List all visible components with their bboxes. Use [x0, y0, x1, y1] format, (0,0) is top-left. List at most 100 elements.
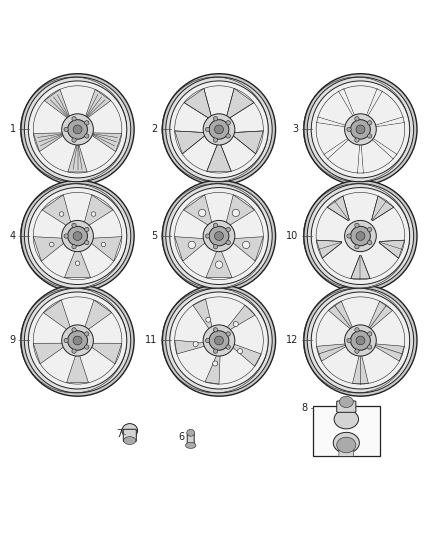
Text: 12: 12	[286, 335, 299, 345]
Ellipse shape	[213, 138, 218, 142]
Ellipse shape	[85, 227, 89, 232]
Ellipse shape	[28, 188, 127, 285]
Polygon shape	[43, 300, 71, 330]
Ellipse shape	[213, 223, 218, 228]
FancyBboxPatch shape	[337, 401, 356, 413]
Ellipse shape	[49, 242, 54, 247]
Ellipse shape	[170, 292, 268, 389]
Polygon shape	[358, 143, 363, 173]
Polygon shape	[193, 299, 212, 329]
Polygon shape	[175, 131, 207, 154]
Ellipse shape	[67, 119, 88, 139]
Ellipse shape	[205, 234, 210, 238]
Ellipse shape	[347, 338, 351, 343]
Ellipse shape	[62, 114, 93, 145]
Polygon shape	[226, 88, 254, 119]
Text: 9: 9	[10, 335, 16, 345]
Ellipse shape	[28, 81, 127, 178]
Ellipse shape	[215, 336, 223, 345]
Text: 8: 8	[301, 403, 307, 414]
Polygon shape	[175, 237, 206, 261]
Ellipse shape	[187, 429, 194, 436]
Ellipse shape	[226, 227, 230, 232]
Text: 3: 3	[293, 124, 299, 134]
Polygon shape	[85, 300, 112, 330]
Ellipse shape	[307, 184, 413, 288]
Ellipse shape	[355, 138, 359, 142]
Ellipse shape	[162, 74, 276, 185]
Text: 2: 2	[151, 124, 157, 134]
Ellipse shape	[215, 261, 223, 268]
Ellipse shape	[356, 125, 365, 134]
Ellipse shape	[367, 332, 372, 336]
Polygon shape	[232, 344, 261, 366]
Ellipse shape	[122, 424, 138, 438]
Polygon shape	[90, 343, 122, 364]
Text: 6: 6	[179, 432, 185, 442]
Ellipse shape	[21, 285, 134, 396]
Ellipse shape	[226, 134, 230, 138]
Ellipse shape	[85, 345, 89, 349]
Ellipse shape	[243, 241, 250, 248]
Ellipse shape	[213, 349, 218, 353]
Ellipse shape	[62, 325, 93, 356]
Polygon shape	[317, 117, 347, 127]
Ellipse shape	[367, 345, 372, 349]
Polygon shape	[379, 240, 405, 259]
Ellipse shape	[345, 114, 376, 145]
Ellipse shape	[226, 332, 230, 336]
Ellipse shape	[75, 261, 80, 265]
Ellipse shape	[215, 232, 223, 240]
Ellipse shape	[91, 212, 96, 216]
Text: 10: 10	[286, 231, 299, 241]
Polygon shape	[227, 305, 255, 330]
Ellipse shape	[347, 127, 351, 132]
Ellipse shape	[356, 336, 365, 345]
Ellipse shape	[72, 349, 76, 353]
Ellipse shape	[72, 245, 76, 249]
Polygon shape	[33, 237, 65, 261]
Polygon shape	[368, 301, 392, 330]
Ellipse shape	[355, 349, 359, 353]
Ellipse shape	[25, 77, 131, 182]
Polygon shape	[68, 144, 87, 172]
Ellipse shape	[209, 331, 229, 350]
Ellipse shape	[233, 321, 238, 327]
Ellipse shape	[350, 331, 371, 350]
Ellipse shape	[213, 117, 218, 121]
Ellipse shape	[307, 288, 413, 393]
Ellipse shape	[304, 285, 417, 396]
Text: 7: 7	[116, 430, 122, 440]
Ellipse shape	[307, 77, 413, 182]
Polygon shape	[226, 195, 254, 226]
Ellipse shape	[185, 442, 196, 448]
Ellipse shape	[203, 325, 235, 356]
Ellipse shape	[59, 212, 64, 216]
Ellipse shape	[162, 285, 276, 396]
Ellipse shape	[25, 184, 131, 288]
Ellipse shape	[339, 396, 353, 408]
Ellipse shape	[206, 317, 211, 322]
Polygon shape	[67, 354, 88, 383]
Ellipse shape	[237, 349, 243, 353]
Ellipse shape	[304, 74, 417, 185]
Ellipse shape	[311, 188, 410, 285]
Ellipse shape	[170, 81, 268, 178]
Ellipse shape	[85, 120, 89, 125]
Ellipse shape	[203, 114, 235, 145]
Ellipse shape	[209, 119, 229, 139]
Ellipse shape	[166, 288, 272, 393]
Ellipse shape	[367, 227, 372, 232]
Ellipse shape	[304, 180, 417, 292]
Ellipse shape	[85, 134, 89, 138]
Polygon shape	[353, 354, 368, 383]
Ellipse shape	[213, 361, 218, 366]
FancyBboxPatch shape	[187, 433, 194, 447]
Ellipse shape	[62, 221, 93, 252]
Ellipse shape	[28, 292, 127, 389]
Polygon shape	[327, 196, 350, 221]
Ellipse shape	[355, 245, 359, 249]
Ellipse shape	[205, 127, 210, 132]
Polygon shape	[85, 90, 111, 118]
Ellipse shape	[367, 240, 372, 245]
